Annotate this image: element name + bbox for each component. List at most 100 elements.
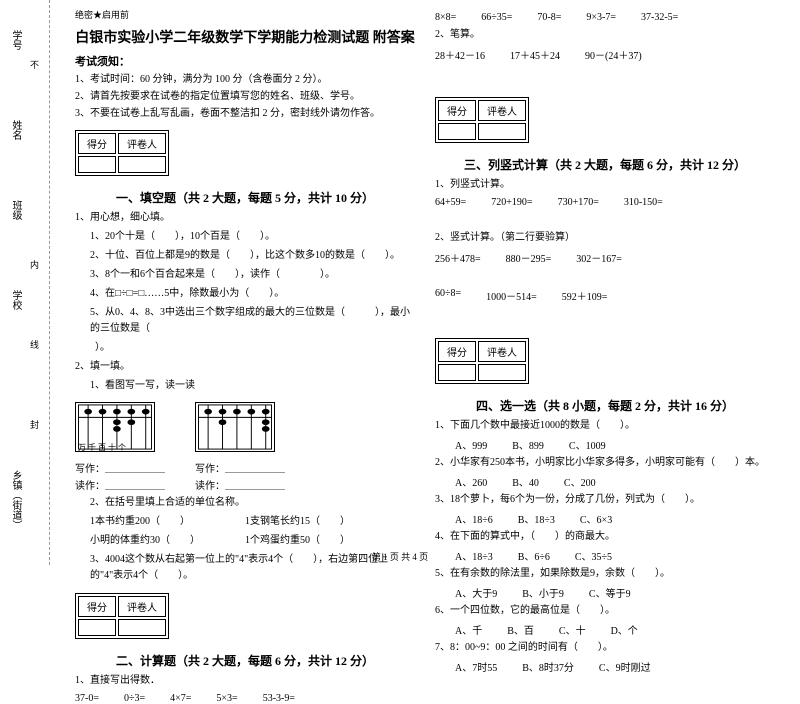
question: 1、列竖式计算。 (435, 177, 775, 193)
abacus-row: 万千百十个 (75, 402, 415, 452)
calc-item: 53-3-9= (263, 693, 295, 704)
binding-label: 学校 (8, 290, 23, 310)
write-label: 写作：＿＿＿＿＿＿ (195, 460, 285, 475)
calc-item: 37-32-5= (641, 12, 678, 23)
question-item: 1、20个十是（ ），10个百是（ ）。 (75, 229, 415, 245)
question: 5、在有余数的除法里，如果除数是9，余数（ ）。 (435, 566, 775, 582)
question: 2、竖式计算。（第二行要验算） (435, 230, 775, 246)
question-sub: 3、4004这个数从右起第一位上的"4"表示4个（ ），右边第四位上的"4"表示… (75, 552, 415, 584)
read-label: 读作：＿＿＿＿＿＿ (195, 477, 285, 492)
question: 1、下面几个数中最接近1000的数是（ ）。 (435, 418, 775, 434)
question-item: 4、在□÷□=□……5中，除数最小为（ ）。 (75, 286, 415, 302)
binding-label: 乡镇（街道） (8, 470, 23, 530)
calc-item: 28＋42－16 (435, 47, 485, 62)
score-cell: 得分 (438, 100, 476, 121)
right-column: 8×8= 66÷35= 70-8= 9×3-7= 37-32-5= 2、笔算。 … (425, 8, 785, 557)
margin-marker: 封 (28, 420, 41, 429)
score-cell: 得分 (438, 341, 476, 362)
abacus-icon (195, 402, 275, 452)
calc-item: 64+59= (435, 197, 466, 208)
calc-row: 37-0= 0÷3= 4×7= 5×3= 53-3-9= (75, 693, 415, 704)
score-blank (78, 156, 116, 173)
question-item: 3、8个一和6个百合起来是（ ），读作（ ）。 (75, 267, 415, 283)
section-heading: 四、选一选（共 8 小题，每题 2 分，共计 16 分） (435, 397, 775, 414)
read-label: 读作：＿＿＿＿＿＿ (75, 477, 165, 492)
calc-item: 310-150= (624, 197, 663, 208)
left-column: 绝密★启用前 白银市实验小学二年级数学下学期能力检测试题 附答案 考试须知： 1… (65, 8, 425, 557)
score-blank (438, 123, 476, 140)
score-box: 得分评卷人 (75, 593, 169, 639)
notice-item: 3、不要在试卷上乱写乱画，卷面不整洁扣 2 分，密封线外请勿作答。 (75, 107, 415, 121)
calc-item: 1000－514= (486, 288, 537, 303)
calc-item: 60÷8= (435, 288, 461, 303)
binding-label: 班级 (8, 200, 23, 220)
option-row: A、7时55B、8时37分C、9时刚过 (435, 659, 775, 674)
write-label: 写作：＿＿＿＿＿＿ (75, 460, 165, 475)
score-box: 得分评卷人 (435, 338, 529, 384)
binding-label: 姓名 (8, 120, 23, 140)
calc-item: 90－(24＋37) (585, 47, 642, 62)
calc-item: 720+190= (491, 197, 532, 208)
calc-item: 0÷3= (124, 693, 145, 704)
score-box: 得分评卷人 (75, 130, 169, 176)
score-blank (118, 156, 166, 173)
calc-item: 256＋478= (435, 250, 481, 265)
secret-label: 绝密★启用前 (75, 8, 415, 21)
question-sub: 2、在括号里填上合适的单位名称。 (75, 495, 415, 511)
score-cell: 评卷人 (118, 596, 166, 617)
question: 6、一个四位数，它的最高位是（ ）。 (435, 603, 775, 619)
question: 7、8：00~9：00 之间的时间有（ ）。 (435, 640, 775, 656)
score-cell: 得分 (78, 133, 116, 154)
notice-item: 1、考试时间：60 分钟，满分为 100 分（含卷面分 2 分）。 (75, 73, 415, 87)
question: 2、笔算。 (435, 27, 775, 43)
section-heading: 二、计算题（共 2 大题，每题 6 分，共计 12 分） (75, 652, 415, 669)
score-blank (78, 619, 116, 636)
score-cell: 评卷人 (478, 100, 526, 121)
calc-row: 256＋478= 880－295= 302－167= (435, 250, 775, 265)
calc-row: 28＋42－16 17＋45＋24 90－(24＋37) (435, 47, 775, 62)
question-sub: 1、看图写一写，读一读 (75, 378, 415, 394)
option-row: A、千B、百C、十D、个 (435, 622, 775, 637)
margin-marker: 线 (28, 340, 41, 349)
score-box: 得分评卷人 (435, 97, 529, 143)
score-cell: 得分 (78, 596, 116, 617)
question: 1、直接写出得数． (75, 673, 415, 689)
calc-row: 64+59= 720+190= 730+170= 310-150= (435, 197, 775, 208)
score-cell: 评卷人 (478, 341, 526, 362)
calc-row: 8×8= 66÷35= 70-8= 9×3-7= 37-32-5= (435, 12, 775, 23)
notice-heading: 考试须知： (75, 53, 415, 69)
section-heading: 一、填空题（共 2 大题，每题 5 分，共计 10 分） (75, 189, 415, 206)
margin-marker: 内 (28, 260, 41, 269)
calc-item: 17＋45＋24 (510, 47, 560, 62)
question-item: 2、十位、百位上都是9的数是（ ），比这个数多10的数是（ ）。 (75, 248, 415, 264)
option-row: A、18÷3B、6÷6C、35÷5 (435, 548, 775, 563)
notice-item: 2、请首先按要求在试卷的指定位置填写您的姓名、班级、学号。 (75, 90, 415, 104)
calc-item: 880－295= (506, 250, 552, 265)
calc-item: 5×3= (216, 693, 237, 704)
binding-label: 学号 (8, 30, 23, 50)
question: 4、在下面的算式中，（ ）的商最大。 (435, 529, 775, 545)
calc-item: 4×7= (170, 693, 191, 704)
question: 2、小华家有250本书，小明家比小华家多得多，小明家可能有（ ）本。 (435, 455, 775, 471)
margin-marker: 不 (28, 60, 41, 69)
exam-content: 绝密★启用前 白银市实验小学二年级数学下学期能力检测试题 附答案 考试须知： 1… (50, 0, 800, 565)
score-blank (438, 364, 476, 381)
question: 1、用心想，细心填。 (75, 210, 415, 226)
question: 3、18个萝卜，每6个为一份，分成了几份，列式为（ ）。 (435, 492, 775, 508)
score-blank (478, 123, 526, 140)
option-row: A、260B、40C、200 (435, 474, 775, 489)
calc-item: 302－167= (576, 250, 622, 265)
calc-item: 66÷35= (481, 12, 512, 23)
calc-item: 9×3-7= (586, 12, 616, 23)
calc-item: 37-0= (75, 693, 99, 704)
abacus-label: 万千百十个 (78, 442, 128, 453)
calc-item: 592＋109= (562, 288, 608, 303)
question: 2、填一填。 (75, 359, 415, 375)
score-cell: 评卷人 (118, 133, 166, 154)
abacus-icon: 万千百十个 (75, 402, 155, 452)
calc-row: 60÷8= 1000－514= 592＋109= (435, 288, 775, 303)
section-heading: 三、列竖式计算（共 2 大题，每题 6 分，共计 12 分） (435, 156, 775, 173)
question-close: ）。 (75, 340, 415, 356)
question-item: 5、从0、4、8、3中选出三个数字组成的最大的三位数是（ ），最小的三位数是（ (75, 305, 415, 337)
calc-item: 8×8= (435, 12, 456, 23)
